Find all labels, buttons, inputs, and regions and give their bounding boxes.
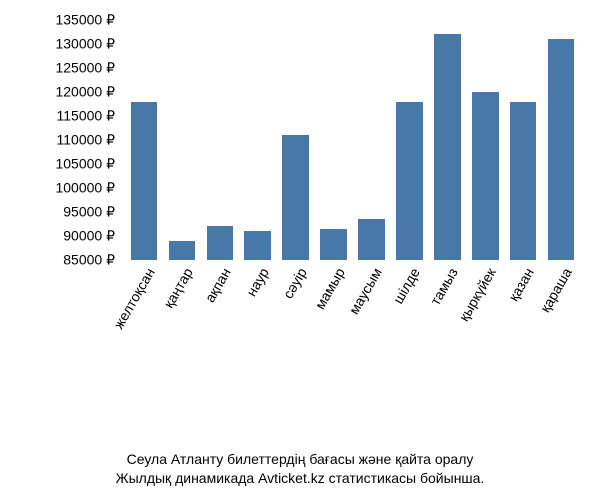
price-bar-chart: 85000 ₽ 90000 ₽ 95000 ₽ 100000 ₽ 105000 ₽ 110…: [20, 20, 580, 400]
y-tick-label: 110000 ₽: [57, 132, 115, 149]
x-tick-label: тамыз: [427, 265, 461, 308]
y-tick-label: 135000 ₽: [55, 12, 115, 29]
y-tick-label: 90000 ₽: [63, 228, 115, 245]
x-tick-label: мамыр: [311, 265, 347, 312]
bar: [434, 34, 461, 260]
bar-slot: [277, 20, 315, 260]
y-tick-label: 95000 ₽: [63, 204, 115, 221]
bar-slot: [163, 20, 201, 260]
bar: [548, 39, 575, 260]
bar-slot: [201, 20, 239, 260]
y-tick-label: 105000 ₽: [55, 156, 115, 173]
bar: [282, 135, 309, 260]
y-tick-label: 100000 ₽: [55, 180, 115, 197]
y-tick-label: 115000 ₽: [57, 108, 115, 125]
bar-slot: [542, 20, 580, 260]
x-tick-label: қаңтар: [160, 265, 196, 311]
x-tick-label: наур: [243, 265, 272, 299]
x-tick-slot: ақпан: [201, 265, 239, 405]
bar: [396, 102, 423, 260]
bar-slot: [390, 20, 428, 260]
x-tick-label: желтоқсан: [110, 265, 158, 331]
x-tick-slot: қараша: [542, 265, 580, 405]
bar: [207, 226, 234, 260]
x-tick-slot: тамыз: [428, 265, 466, 405]
chart-caption: Сеула Атланту билеттердің бағасы және қа…: [0, 450, 600, 488]
bar: [472, 92, 499, 260]
x-tick-slot: маусым: [353, 265, 391, 405]
y-tick-label: 125000 ₽: [55, 60, 115, 77]
y-tick-label: 130000 ₽: [55, 36, 115, 53]
y-tick-label: 120000 ₽: [55, 84, 115, 101]
bar: [510, 102, 537, 260]
x-tick-slot: қазан: [504, 265, 542, 405]
x-tick-slot: мамыр: [315, 265, 353, 405]
x-tick-slot: қыркүйек: [466, 265, 504, 405]
x-tick-label: қазан: [505, 265, 537, 304]
caption-line-1: Сеула Атланту билеттердің бағасы және қа…: [0, 450, 600, 469]
x-tick-slot: шілде: [390, 265, 428, 405]
bar-slot: [428, 20, 466, 260]
x-tick-label: сәуір: [279, 265, 309, 301]
bar-slot: [466, 20, 504, 260]
bar-slot: [239, 20, 277, 260]
x-tick-label: шілде: [390, 265, 423, 306]
x-axis: желтоқсанқаңтарақпан наурсәуірмамырмаусым…: [125, 265, 580, 405]
x-tick-label: ақпан: [201, 265, 233, 305]
bars-container: [125, 20, 580, 260]
bar-slot: [353, 20, 391, 260]
x-tick-slot: сәуір: [277, 265, 315, 405]
bar: [358, 219, 385, 260]
plot-area: [125, 20, 580, 260]
y-tick-label: 85000 ₽: [63, 252, 115, 269]
bar-slot: [125, 20, 163, 260]
bar: [320, 229, 347, 260]
caption-line-2: Жылдық динамикада Avticket.kz статистика…: [0, 469, 600, 488]
bar-slot: [504, 20, 542, 260]
bar-slot: [315, 20, 353, 260]
x-tick-label: қараша: [537, 265, 575, 315]
y-axis: 85000 ₽90000 ₽95000 ₽100000 ₽105000 ₽110…: [20, 20, 120, 260]
bar: [244, 231, 271, 260]
x-tick-slot: қаңтар: [163, 265, 201, 405]
bar: [131, 102, 158, 260]
x-tick-label: маусым: [346, 265, 385, 317]
bar: [169, 241, 196, 260]
x-tick-slot: желтоқсан: [125, 265, 163, 405]
x-tick-slot: наур: [239, 265, 277, 405]
